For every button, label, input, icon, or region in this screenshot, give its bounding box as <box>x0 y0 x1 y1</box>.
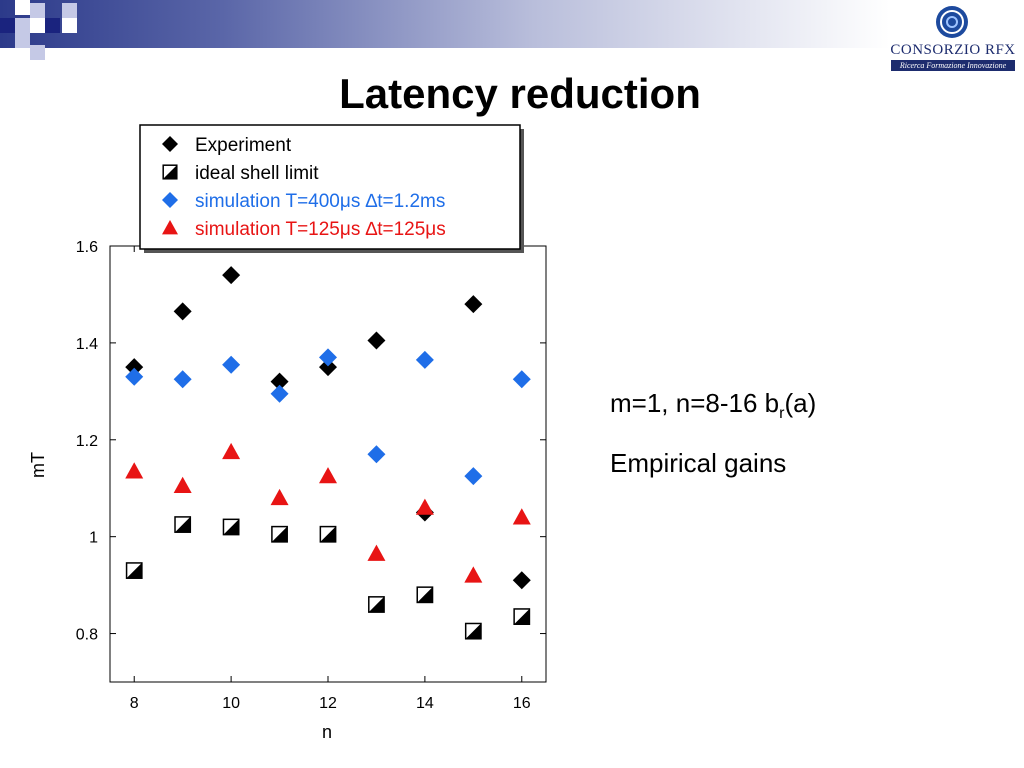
series-4 <box>125 442 531 583</box>
header-square <box>0 18 15 33</box>
y-axis-label: mT <box>28 452 48 478</box>
series-2 <box>125 516 531 640</box>
data-marks <box>125 266 531 640</box>
note-mode-range: m=1, n=8-16 br(a) <box>610 388 816 423</box>
data-point <box>319 525 337 543</box>
marker-fill <box>223 519 239 535</box>
legend-box <box>139 124 521 250</box>
marker-fill <box>514 608 530 625</box>
header-square <box>15 0 30 15</box>
logo-name: CONSORZIO RFX <box>890 42 1016 58</box>
y-tick-label: 1.4 <box>76 336 98 353</box>
data-point <box>512 571 531 590</box>
data-point <box>512 508 531 525</box>
axis-ticks: 8 10 12 14 16 0.8 1 1.2 1.4 1.6 <box>76 239 546 712</box>
legend-label: simulation T=125μs ∆t=125μs <box>195 219 446 240</box>
data-point <box>415 498 434 515</box>
data-point <box>125 562 143 579</box>
x-tick-label: 8 <box>130 695 139 712</box>
header-square <box>30 3 45 18</box>
marker-fill <box>126 562 142 579</box>
legend-label: simulation T=400μs ∆t=1.2ms <box>195 191 445 212</box>
x-tick-label: 14 <box>416 695 434 712</box>
data-point <box>367 445 386 464</box>
header-square <box>30 45 45 60</box>
data-point <box>173 302 192 321</box>
marker-fill <box>417 587 433 603</box>
note-mode-sub: r <box>779 405 785 423</box>
data-point <box>125 462 144 479</box>
y-tick-label: 0.8 <box>76 627 98 644</box>
series-1 <box>125 266 531 590</box>
data-point <box>174 516 192 533</box>
marker-fill <box>163 165 177 179</box>
data-point <box>512 370 531 389</box>
consorzio-rfx-logo: CONSORZIO RFX Ricerca Formazione Innovaz… <box>888 2 1018 72</box>
data-point <box>319 467 337 484</box>
data-point <box>125 367 144 386</box>
slide-title: Latency reduction <box>339 70 701 117</box>
data-point <box>222 442 241 460</box>
data-point <box>270 372 289 391</box>
y-tick-label: 1.2 <box>76 433 98 450</box>
data-point <box>173 370 192 389</box>
data-point <box>319 348 337 367</box>
data-point <box>367 544 386 561</box>
x-tick-label: 12 <box>319 695 337 712</box>
header-gradient-bar <box>0 0 890 48</box>
marker-fill <box>320 526 336 542</box>
legend-marker <box>162 136 178 152</box>
data-point <box>222 518 240 536</box>
marker-fill <box>465 623 481 639</box>
data-point <box>464 622 482 640</box>
data-point <box>270 384 289 403</box>
header-square <box>15 18 30 33</box>
data-point <box>173 476 192 493</box>
data-point <box>222 266 241 285</box>
header-square <box>62 3 77 18</box>
note-empirical-gains: Empirical gains <box>610 448 787 478</box>
data-point <box>464 295 483 314</box>
note-mode-end: (a) <box>784 388 817 418</box>
data-point <box>319 358 337 377</box>
data-point <box>270 488 289 506</box>
legend: Experiment ideal shell limit simulation T=… <box>139 124 524 253</box>
header-square <box>62 18 77 33</box>
marker-fill <box>368 596 385 613</box>
marker-fill <box>271 526 288 542</box>
rfx-emblem-icon <box>936 6 968 38</box>
x-tick-label: 16 <box>513 695 531 712</box>
series-3 <box>125 348 531 486</box>
legend-marker <box>162 220 178 235</box>
data-point <box>271 525 288 543</box>
legend-label: Experiment <box>195 135 292 156</box>
data-point <box>415 350 434 369</box>
data-point <box>367 331 386 350</box>
data-point <box>464 467 483 486</box>
x-tick-label: 10 <box>222 695 240 712</box>
header-square <box>30 18 45 33</box>
x-axis-label: n <box>322 722 332 742</box>
note-mode-main: m=1, n=8-16 b <box>610 388 780 418</box>
legend-marker <box>162 192 178 208</box>
data-point <box>464 566 483 583</box>
logo-tagline: Ricerca Formazione Innovazione <box>891 60 1015 71</box>
y-tick-label: 1.6 <box>76 239 98 256</box>
data-point <box>513 608 531 626</box>
legend-marker <box>162 164 178 180</box>
header-square <box>45 18 60 33</box>
y-tick-label: 1 <box>89 530 98 547</box>
data-point <box>416 586 434 604</box>
data-point <box>222 355 241 374</box>
data-point <box>125 358 144 377</box>
data-point <box>368 596 385 613</box>
marker-fill <box>175 516 191 533</box>
header-square <box>15 33 30 48</box>
legend-label: ideal shell limit <box>195 163 319 184</box>
